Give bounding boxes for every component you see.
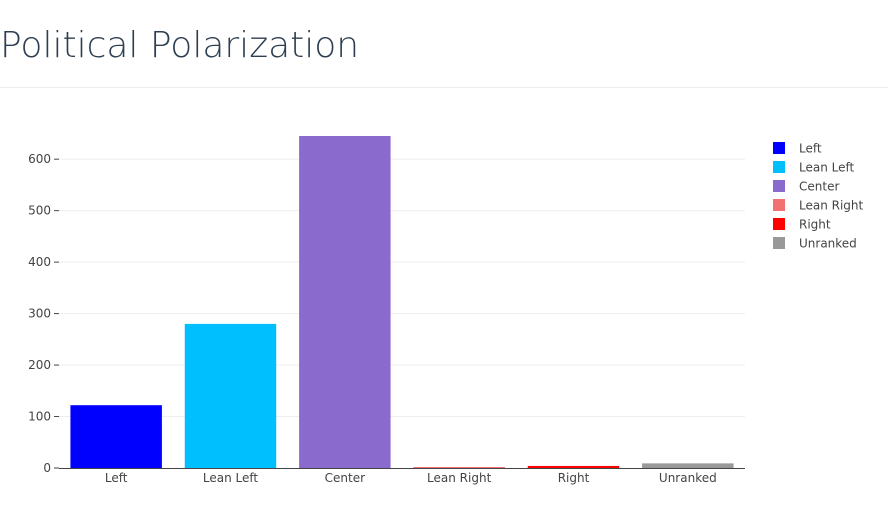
y-tick-label: 0 [43, 461, 51, 475]
legend-label[interactable]: Unranked [799, 237, 857, 251]
x-tick-label: Lean Right [427, 471, 492, 485]
legend-swatch [773, 237, 785, 249]
bar-left[interactable] [70, 405, 162, 468]
legend: Left Lean Left Center Lean Right Right Unrank… [773, 142, 864, 251]
legend-label[interactable]: Left [799, 142, 822, 156]
bar-unranked[interactable] [642, 463, 734, 468]
bar-lean-right[interactable] [413, 467, 505, 468]
x-tick-label: Center [325, 471, 365, 485]
legend-swatch [773, 142, 785, 154]
title-divider [0, 87, 888, 88]
axes: 0 100 200 300 400 500 600 Left Lean Left Center Le… [28, 152, 745, 485]
bar-center[interactable] [299, 136, 391, 468]
y-tick-label: 300 [28, 307, 51, 321]
y-tick-label: 500 [28, 204, 51, 218]
legend-swatch [773, 161, 785, 173]
legend-swatch [773, 218, 785, 230]
legend-label[interactable]: Lean Left [799, 161, 855, 175]
x-tick-label: Left [105, 471, 128, 485]
legend-label[interactable]: Center [799, 180, 839, 194]
legend-swatch [773, 199, 785, 211]
page-title: Political Polarization [0, 25, 360, 66]
bars [70, 136, 734, 468]
bar-right[interactable] [527, 465, 620, 468]
x-tick-label: Lean Left [203, 471, 259, 485]
y-tick-label: 400 [28, 255, 51, 269]
legend-swatch [773, 180, 785, 192]
x-tick-label: Right [558, 471, 590, 485]
legend-label[interactable]: Right [799, 218, 831, 232]
y-tick-label: 600 [28, 152, 51, 166]
bar-lean-left[interactable] [184, 323, 277, 468]
gridlines [59, 158, 745, 418]
y-tick-label: 200 [28, 358, 51, 372]
y-tick-label: 100 [28, 410, 51, 424]
x-tick-label: Unranked [659, 471, 717, 485]
legend-label[interactable]: Lean Right [799, 199, 864, 213]
